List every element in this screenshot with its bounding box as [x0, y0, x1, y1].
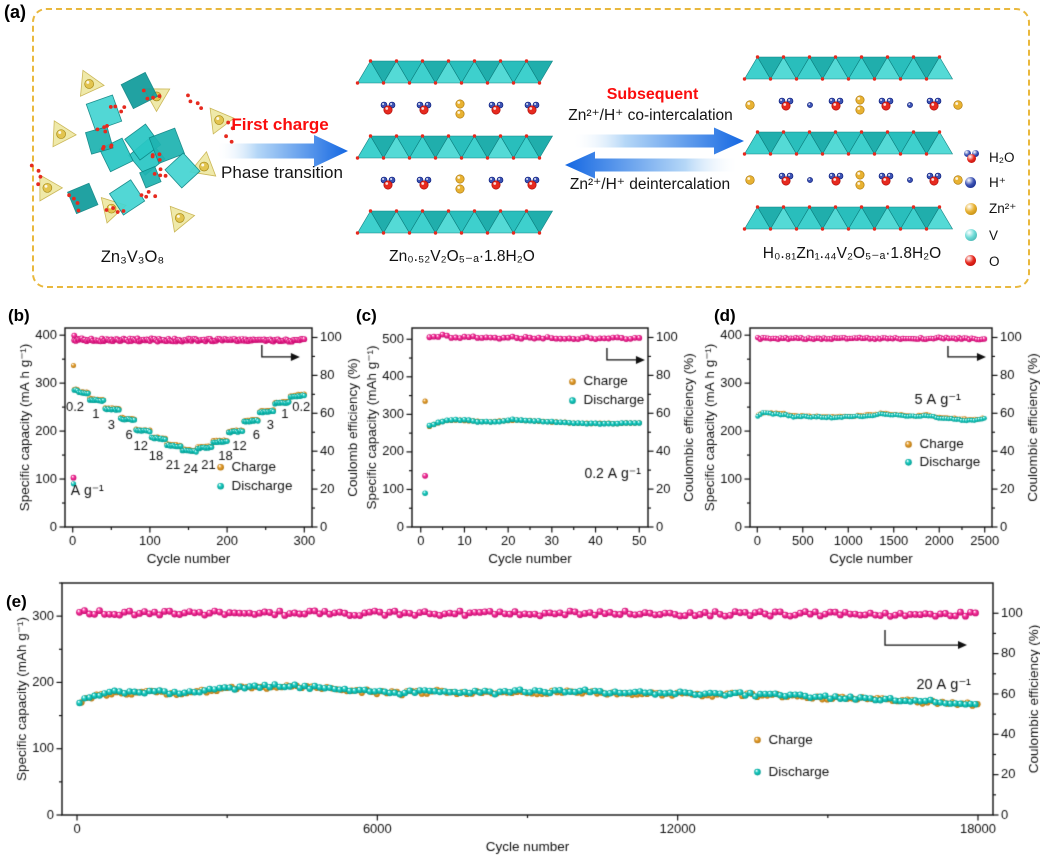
- structure-legend-item: V: [962, 227, 1016, 243]
- phase-transition-label: Phase transition: [221, 163, 343, 182]
- structure-zn3v3o8: [29, 69, 235, 233]
- crystal-structure-schematic: [29, 55, 963, 235]
- proton-sphere-icon: [962, 175, 980, 191]
- oxygen-sphere-icon: [962, 253, 980, 269]
- structure-legend-label: H⁺: [989, 175, 1006, 190]
- subsequent-label: Subsequent: [606, 86, 699, 103]
- structure-legend-item: Zn²⁺: [962, 201, 1016, 217]
- first-charge-arrow: [218, 135, 348, 167]
- structure-legend-label: Zn²⁺: [989, 201, 1017, 216]
- battery-performance-charts: [0, 296, 1040, 861]
- structure-legend-item: O: [962, 253, 1016, 269]
- co-intercalation-label: Zn²⁺/H⁺ co-intercalation: [568, 107, 733, 124]
- structure-legend-label: O: [989, 253, 1000, 269]
- vanadium-sphere-icon: [962, 227, 980, 243]
- structure-legend-label: V: [989, 227, 999, 243]
- structure-legend: H₂O H⁺ Zn²⁺ V O: [962, 149, 1016, 269]
- first-charge-label: First charge: [231, 115, 329, 134]
- deintercalation-arrow: [565, 151, 737, 179]
- structure-discharged-layered: [742, 55, 963, 231]
- structure-legend-item: H₂O: [962, 149, 1016, 165]
- zinc-sphere-icon: [962, 201, 980, 217]
- panel-label-a: (a): [4, 2, 26, 22]
- structure-legend-label: H₂O: [989, 149, 1015, 165]
- water-cluster-icon: [962, 149, 980, 165]
- formula-charged: Zn₀.₅₂V₂O₅₋ₐ·1.8H₂O: [389, 248, 535, 265]
- formula-pristine: Zn₃V₃O₈: [100, 248, 165, 266]
- structure-charged-layered: [355, 59, 554, 235]
- co-intercalation-arrow: [574, 127, 744, 155]
- schematic-dashed-border: [32, 8, 1030, 288]
- structure-legend-item: H⁺: [962, 175, 1016, 191]
- deintercalation-label: Zn²⁺/H⁺ deintercalation: [569, 176, 731, 193]
- formula-discharged: H₀.₈₁Zn₁.₄₄V₂O₅₋ₐ·1.8H₂O: [762, 245, 942, 262]
